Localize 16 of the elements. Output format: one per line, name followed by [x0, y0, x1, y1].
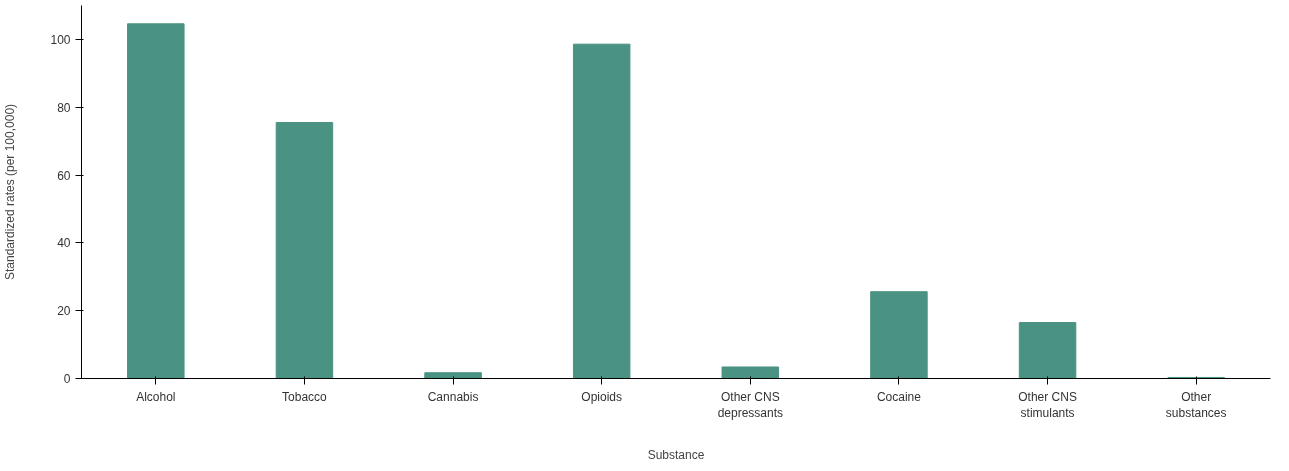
y-tick-label: 0: [63, 372, 71, 386]
x-tick-label: Alcohol: [136, 389, 176, 404]
x-tick-label: Other CNS depressants: [717, 389, 783, 421]
x-tick-label: Other CNS stimulants: [1018, 389, 1077, 421]
y-tick-label: 80: [57, 100, 71, 115]
x-tick-label: Tobacco: [282, 389, 328, 404]
y-tick-label: 20: [57, 304, 71, 319]
x-tick-label: Other substances: [1165, 389, 1227, 421]
y-tick-label: 60: [57, 168, 71, 183]
y-tick-label: 40: [57, 236, 71, 251]
x-tick-label: Opioids: [581, 389, 623, 404]
x-tick-label: Cannabis: [427, 389, 479, 404]
y-tick-label: 100: [50, 32, 71, 47]
x-axis-title: Substance: [647, 448, 705, 463]
x-tick-label: Cocaine: [876, 389, 922, 404]
y-axis-title: Standardized rates (per 100,000): [3, 103, 18, 281]
